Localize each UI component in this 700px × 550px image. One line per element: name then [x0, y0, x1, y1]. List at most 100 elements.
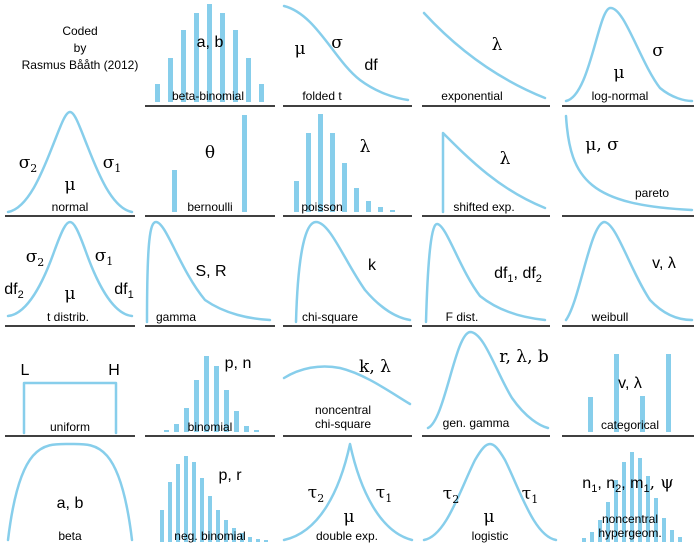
cell-folded-t: μ σ df folded t — [282, 4, 412, 107]
f-dist-label: F dist. — [446, 310, 479, 324]
beta-binomial-params: a, b — [197, 34, 224, 51]
weibull-param-v-lambda: v, λ — [652, 255, 676, 272]
t-distrib-param-mu: μ — [64, 284, 75, 304]
categorical-bar-2 — [640, 396, 645, 432]
weibull-curve — [564, 220, 694, 322]
chi-square-curve — [294, 220, 412, 324]
cell-bernoulli: θ bernoulli — [145, 115, 275, 217]
noncentral-hypergeom-label-1: noncentral — [602, 512, 658, 526]
t-distrib-param-sigma1: σ1 — [95, 246, 114, 268]
noncentral-hypergeom-label-2: hypergeom. — [598, 526, 661, 540]
credit-line-2: by — [74, 41, 87, 55]
cell-normal: σ2 σ1 μ normal — [5, 110, 135, 217]
noncentral-chi-square-label-2: chi-square — [315, 417, 371, 431]
gen-gamma-params: r, λ, b — [499, 347, 549, 367]
folded-t-curve — [282, 4, 410, 102]
log-normal-label: log-normal — [592, 89, 649, 103]
t-distrib-param-df1: df1 — [114, 281, 133, 301]
f-dist-curve — [424, 222, 547, 324]
cell-gamma: S, R gamma — [145, 220, 275, 327]
double-exp-param-mu: μ — [343, 507, 354, 527]
t-distrib-label: t distrib. — [47, 310, 89, 324]
poisson-label: poisson — [301, 200, 342, 214]
noncentral-chi-square-label-1: noncentral — [315, 403, 371, 417]
normal-param-mu: μ — [64, 175, 75, 195]
chi-square-param-k: k — [368, 257, 377, 274]
cell-pareto: μ, σ pareto — [562, 114, 694, 217]
shifted-exp-label: shifted exp. — [453, 200, 514, 214]
folded-t-param-df: df — [364, 57, 378, 74]
neg-binomial-bars — [160, 456, 268, 542]
logistic-param-tau1: τ1 — [522, 484, 538, 506]
weibull-label: weibull — [591, 310, 629, 324]
cell-chi-square: k chi-square — [283, 220, 412, 327]
double-exp-param-tau1: τ1 — [376, 483, 392, 505]
exponential-curve — [422, 11, 547, 100]
logistic-param-tau2: τ2 — [443, 484, 459, 506]
gamma-label: gamma — [156, 310, 196, 324]
uniform-param-l: L — [21, 362, 30, 379]
neg-binomial-label: neg. binomial — [174, 529, 245, 543]
cell-weibull: v, λ weibull — [562, 220, 694, 327]
gen-gamma-curve — [426, 330, 550, 430]
cell-binomial: p, n binomial — [145, 355, 275, 437]
credit-block: Coded by Rasmus Bååth (2012) — [22, 24, 139, 72]
normal-label: normal — [52, 200, 89, 214]
categorical-param-v-lambda: v, λ — [618, 375, 642, 392]
pareto-curve — [564, 114, 694, 212]
pareto-param-mu-sigma: μ, σ — [585, 135, 619, 155]
noncentral-hypergeom-bars — [582, 452, 682, 542]
normal-param-sigma1: σ1 — [103, 153, 122, 175]
log-normal-param-sigma: σ — [652, 41, 664, 61]
t-distrib-param-df2: df2 — [4, 281, 23, 301]
uniform-shape — [22, 381, 118, 435]
neg-binomial-param-p-r: p, r — [218, 467, 242, 484]
uniform-label: uniform — [50, 420, 90, 434]
bernoulli-param-theta: θ — [205, 143, 215, 163]
t-distrib-curve — [6, 220, 134, 318]
folded-t-param-mu: μ — [294, 39, 305, 59]
bernoulli-bar-0 — [172, 170, 177, 212]
binomial-label: binomial — [188, 420, 233, 434]
categorical-bar-0 — [588, 397, 593, 432]
logistic-curve — [422, 442, 558, 542]
folded-t-param-sigma: σ — [331, 33, 343, 53]
cell-logistic: τ2 τ1 μ logistic — [422, 442, 558, 543]
double-exp-curve — [282, 442, 414, 542]
cell-exponential: λ exponential — [422, 11, 550, 107]
normal-curve — [6, 110, 134, 214]
shifted-exp-param-lambda: λ — [500, 149, 511, 169]
shifted-exp-curve — [441, 131, 547, 214]
beta-binomial-bars — [155, 4, 264, 102]
categorical-label: categorical — [601, 418, 659, 432]
cell-poisson: λ poisson — [283, 114, 412, 217]
f-dist-params: df1, df2 — [494, 265, 542, 285]
poisson-bars — [294, 114, 395, 212]
noncentral-chi-square-curve — [282, 365, 412, 406]
logistic-param-mu: μ — [483, 507, 494, 527]
noncentral-chi-square-param-k-lambda: k, λ — [359, 357, 391, 377]
bernoulli-label: bernoulli — [187, 200, 232, 214]
beta-param-a-b: a, b — [57, 495, 84, 512]
cell-noncentral-chi-square: k, λ noncentral chi-square — [282, 357, 412, 437]
gamma-param-s-r: S, R — [195, 263, 226, 280]
credit-line-3: Rasmus Bååth (2012) — [22, 58, 139, 72]
cell-double-exp: τ2 τ1 μ double exp. — [282, 442, 414, 543]
exponential-param-lambda: λ — [492, 35, 503, 55]
double-exp-param-tau2: τ2 — [308, 483, 324, 505]
cell-t-distrib: σ2 σ1 df2 μ df1 t distrib. — [4, 220, 135, 327]
categorical-bar-1 — [614, 354, 619, 432]
noncentral-hypergeom-params: n1, n2, m1, ψ — [582, 473, 673, 495]
pareto-label: pareto — [635, 186, 669, 200]
beta-curve — [6, 442, 134, 542]
cell-beta-binomial: a, b beta-binomial — [145, 4, 275, 107]
credit-line-1: Coded — [62, 24, 97, 38]
logistic-label: logistic — [472, 529, 509, 543]
cell-neg-binomial: p, r neg. binomial — [160, 456, 268, 543]
cell-shifted-exp: λ shifted exp. — [422, 131, 550, 217]
log-normal-curve — [564, 6, 694, 103]
folded-t-label: folded t — [302, 89, 342, 103]
cell-categorical: v, λ categorical — [562, 354, 694, 437]
chi-square-label: chi-square — [302, 310, 358, 324]
